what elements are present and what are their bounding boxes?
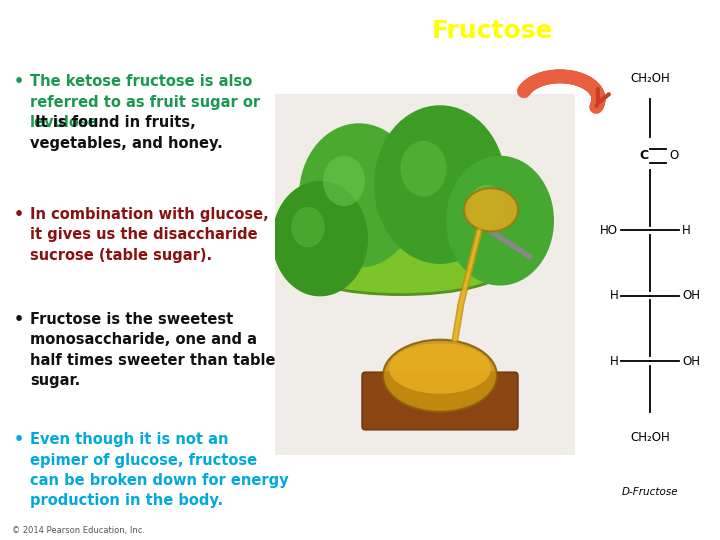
FancyBboxPatch shape bbox=[362, 372, 518, 430]
Text: HO: HO bbox=[600, 224, 618, 237]
Circle shape bbox=[446, 156, 554, 286]
Text: The ketose fructose is also
referred to as fruit sugar or
levulose.: The ketose fructose is also referred to … bbox=[30, 74, 260, 130]
Text: •: • bbox=[14, 312, 24, 327]
Text: Fructose is the sweetest
monosaccharide, one and a
half times sweeter than table: Fructose is the sweetest monosaccharide,… bbox=[30, 312, 276, 388]
Ellipse shape bbox=[389, 343, 491, 394]
Text: O: O bbox=[669, 149, 678, 162]
Text: C: C bbox=[639, 149, 649, 162]
Ellipse shape bbox=[464, 188, 518, 232]
Text: •: • bbox=[14, 74, 24, 89]
Circle shape bbox=[400, 141, 446, 197]
Text: Fructose: Fructose bbox=[432, 19, 554, 43]
Text: •: • bbox=[14, 207, 24, 222]
Text: OH: OH bbox=[682, 355, 700, 368]
Circle shape bbox=[374, 105, 506, 264]
Text: In combination with glucose,
it gives us the disaccharide
sucrose (table sugar).: In combination with glucose, it gives us… bbox=[30, 207, 269, 263]
Circle shape bbox=[467, 185, 505, 231]
Text: H: H bbox=[609, 355, 618, 368]
Text: CH₂OH: CH₂OH bbox=[630, 72, 670, 85]
Text: 6.3 Other Monosaccharides -: 6.3 Other Monosaccharides - bbox=[12, 19, 426, 43]
Circle shape bbox=[299, 123, 419, 267]
Circle shape bbox=[323, 156, 365, 206]
Text: •: • bbox=[14, 432, 24, 447]
Ellipse shape bbox=[296, 240, 506, 295]
Text: Even though it is not an
epimer of glucose, fructose
can be broken down for ener: Even though it is not an epimer of gluco… bbox=[30, 432, 289, 508]
Circle shape bbox=[272, 181, 368, 296]
Text: CH₂OH: CH₂OH bbox=[630, 431, 670, 444]
Text: H: H bbox=[682, 224, 691, 237]
Text: H: H bbox=[609, 289, 618, 302]
Text: It is found in fruits,
vegetables, and honey.: It is found in fruits, vegetables, and h… bbox=[30, 115, 222, 151]
Ellipse shape bbox=[383, 340, 497, 412]
Text: D-Fructose: D-Fructose bbox=[622, 487, 678, 497]
Circle shape bbox=[291, 207, 325, 247]
Text: © 2014 Pearson Education, Inc.: © 2014 Pearson Education, Inc. bbox=[12, 526, 145, 535]
Text: OH: OH bbox=[682, 289, 700, 302]
